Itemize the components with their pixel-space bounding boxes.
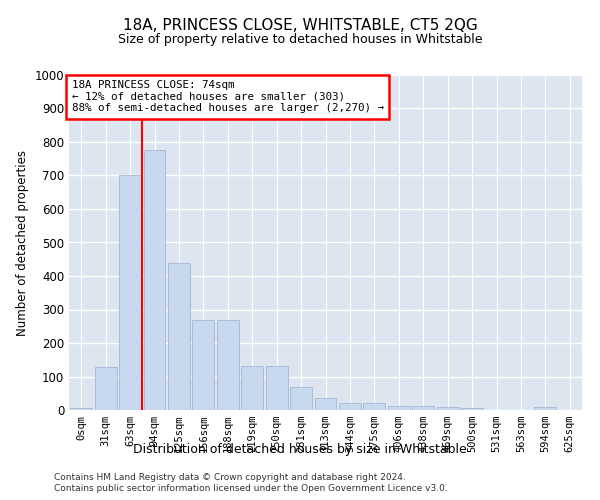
Bar — [241, 366, 263, 410]
Bar — [119, 176, 141, 410]
Text: 18A PRINCESS CLOSE: 74sqm
← 12% of detached houses are smaller (303)
88% of semi: 18A PRINCESS CLOSE: 74sqm ← 12% of detac… — [71, 80, 383, 113]
Bar — [461, 408, 483, 410]
Bar — [364, 402, 385, 410]
Bar — [388, 406, 410, 410]
Y-axis label: Number of detached properties: Number of detached properties — [16, 150, 29, 336]
Bar — [168, 262, 190, 410]
Bar — [193, 320, 214, 410]
Text: Contains public sector information licensed under the Open Government Licence v3: Contains public sector information licen… — [54, 484, 448, 493]
Bar — [290, 386, 312, 410]
Bar — [70, 408, 92, 410]
Bar — [437, 408, 458, 410]
Bar — [143, 150, 166, 410]
Bar — [266, 366, 287, 410]
Bar — [95, 367, 116, 410]
Bar — [535, 408, 556, 410]
Text: Distribution of detached houses by size in Whitstable: Distribution of detached houses by size … — [133, 442, 467, 456]
Text: 18A, PRINCESS CLOSE, WHITSTABLE, CT5 2QG: 18A, PRINCESS CLOSE, WHITSTABLE, CT5 2QG — [122, 18, 478, 32]
Bar — [412, 406, 434, 410]
Bar — [217, 320, 239, 410]
Text: Size of property relative to detached houses in Whitstable: Size of property relative to detached ho… — [118, 32, 482, 46]
Bar — [339, 402, 361, 410]
Bar — [314, 398, 337, 410]
Text: Contains HM Land Registry data © Crown copyright and database right 2024.: Contains HM Land Registry data © Crown c… — [54, 472, 406, 482]
